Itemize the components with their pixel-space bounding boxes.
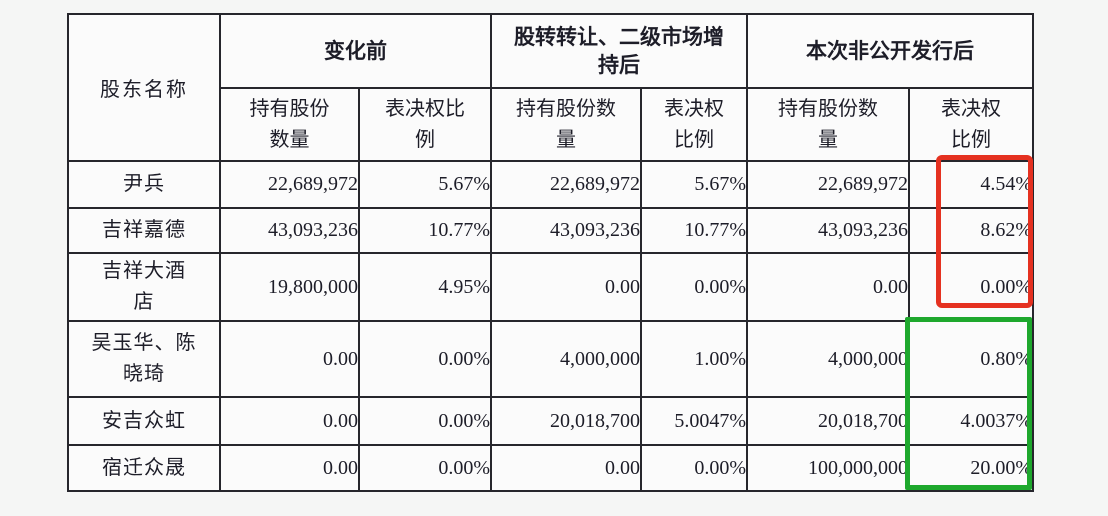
table-row: 尹兵 22,689,972 5.67% 22,689,972 5.67% 22,…: [67, 160, 1034, 209]
table-row: 吉祥嘉德 43,093,236 10.77% 43,093,236 10.77%…: [67, 207, 1034, 254]
header-group-after-offering: 本次非公开发行后: [746, 13, 1034, 89]
value-cell: 0.00%: [358, 320, 492, 398]
value-cell: 0.80%: [908, 320, 1034, 398]
shareholder-name: 尹兵: [67, 160, 221, 209]
value-cell: 10.77%: [640, 207, 748, 254]
value-cell: 5.67%: [358, 160, 492, 209]
value-cell: 5.67%: [640, 160, 748, 209]
value-cell: 4.54%: [908, 160, 1034, 209]
value-cell: 0.00%: [908, 252, 1034, 322]
header-group-after-transfer: 股转转让、二级市场增 持后: [490, 13, 748, 89]
value-cell: 22,689,972: [490, 160, 642, 209]
value-cell: 0.00: [219, 320, 360, 398]
table-row: 吴玉华、陈 晓琦 0.00 0.00% 4,000,000 1.00% 4,00…: [67, 320, 1034, 398]
value-cell: 22,689,972: [746, 160, 910, 209]
value-cell: 43,093,236: [219, 207, 360, 254]
header-voting-ratio-3: 表决权 比例: [908, 87, 1034, 162]
shareholder-name: 吉祥大酒 店: [67, 252, 221, 322]
shareholder-equity-table: 股东名称 变化前 股转转让、二级市场增 持后 本次非公开发行后 持有股份 数量 …: [67, 13, 1034, 492]
header-group-before-change: 变化前: [219, 13, 492, 89]
shareholder-name: 宿迁众晟: [67, 444, 221, 492]
value-cell: 4.95%: [358, 252, 492, 322]
value-cell: 20,018,700: [490, 396, 642, 446]
shareholder-name: 吴玉华、陈 晓琦: [67, 320, 221, 398]
table-row: 安吉众虹 0.00 0.00% 20,018,700 5.0047% 20,01…: [67, 396, 1034, 446]
value-cell: 0.00%: [358, 444, 492, 492]
value-cell: 0.00: [490, 444, 642, 492]
value-cell: 22,689,972: [219, 160, 360, 209]
value-cell: 20.00%: [908, 444, 1034, 492]
value-cell: 0.00%: [640, 444, 748, 492]
value-cell: 4,000,000: [490, 320, 642, 398]
shareholder-name: 吉祥嘉德: [67, 207, 221, 254]
value-cell: 1.00%: [640, 320, 748, 398]
value-cell: 0.00%: [358, 396, 492, 446]
value-cell: 4.0037%: [908, 396, 1034, 446]
table-row: 吉祥大酒 店 19,800,000 4.95% 0.00 0.00% 0.00 …: [67, 252, 1034, 322]
value-cell: 8.62%: [908, 207, 1034, 254]
value-cell: 0.00: [746, 252, 910, 322]
shareholder-name: 安吉众虹: [67, 396, 221, 446]
value-cell: 0.00: [219, 396, 360, 446]
value-cell: 10.77%: [358, 207, 492, 254]
header-voting-ratio-1: 表决权比 例: [358, 87, 492, 162]
value-cell: 0.00: [490, 252, 642, 322]
table-row: 宿迁众晟 0.00 0.00% 0.00 0.00% 100,000,000 2…: [67, 444, 1034, 492]
value-cell: 4,000,000: [746, 320, 910, 398]
value-cell: 0.00: [219, 444, 360, 492]
value-cell: 43,093,236: [746, 207, 910, 254]
header-shares-held-1: 持有股份 数量: [219, 87, 360, 162]
value-cell: 20,018,700: [746, 396, 910, 446]
value-cell: 0.00%: [640, 252, 748, 322]
header-shareholder-name: 股东名称: [67, 13, 221, 162]
header-shares-held-2: 持有股份数 量: [490, 87, 642, 162]
header-voting-ratio-2: 表决权 比例: [640, 87, 748, 162]
value-cell: 5.0047%: [640, 396, 748, 446]
value-cell: 100,000,000: [746, 444, 910, 492]
header-shares-held-3: 持有股份数 量: [746, 87, 910, 162]
value-cell: 19,800,000: [219, 252, 360, 322]
value-cell: 43,093,236: [490, 207, 642, 254]
